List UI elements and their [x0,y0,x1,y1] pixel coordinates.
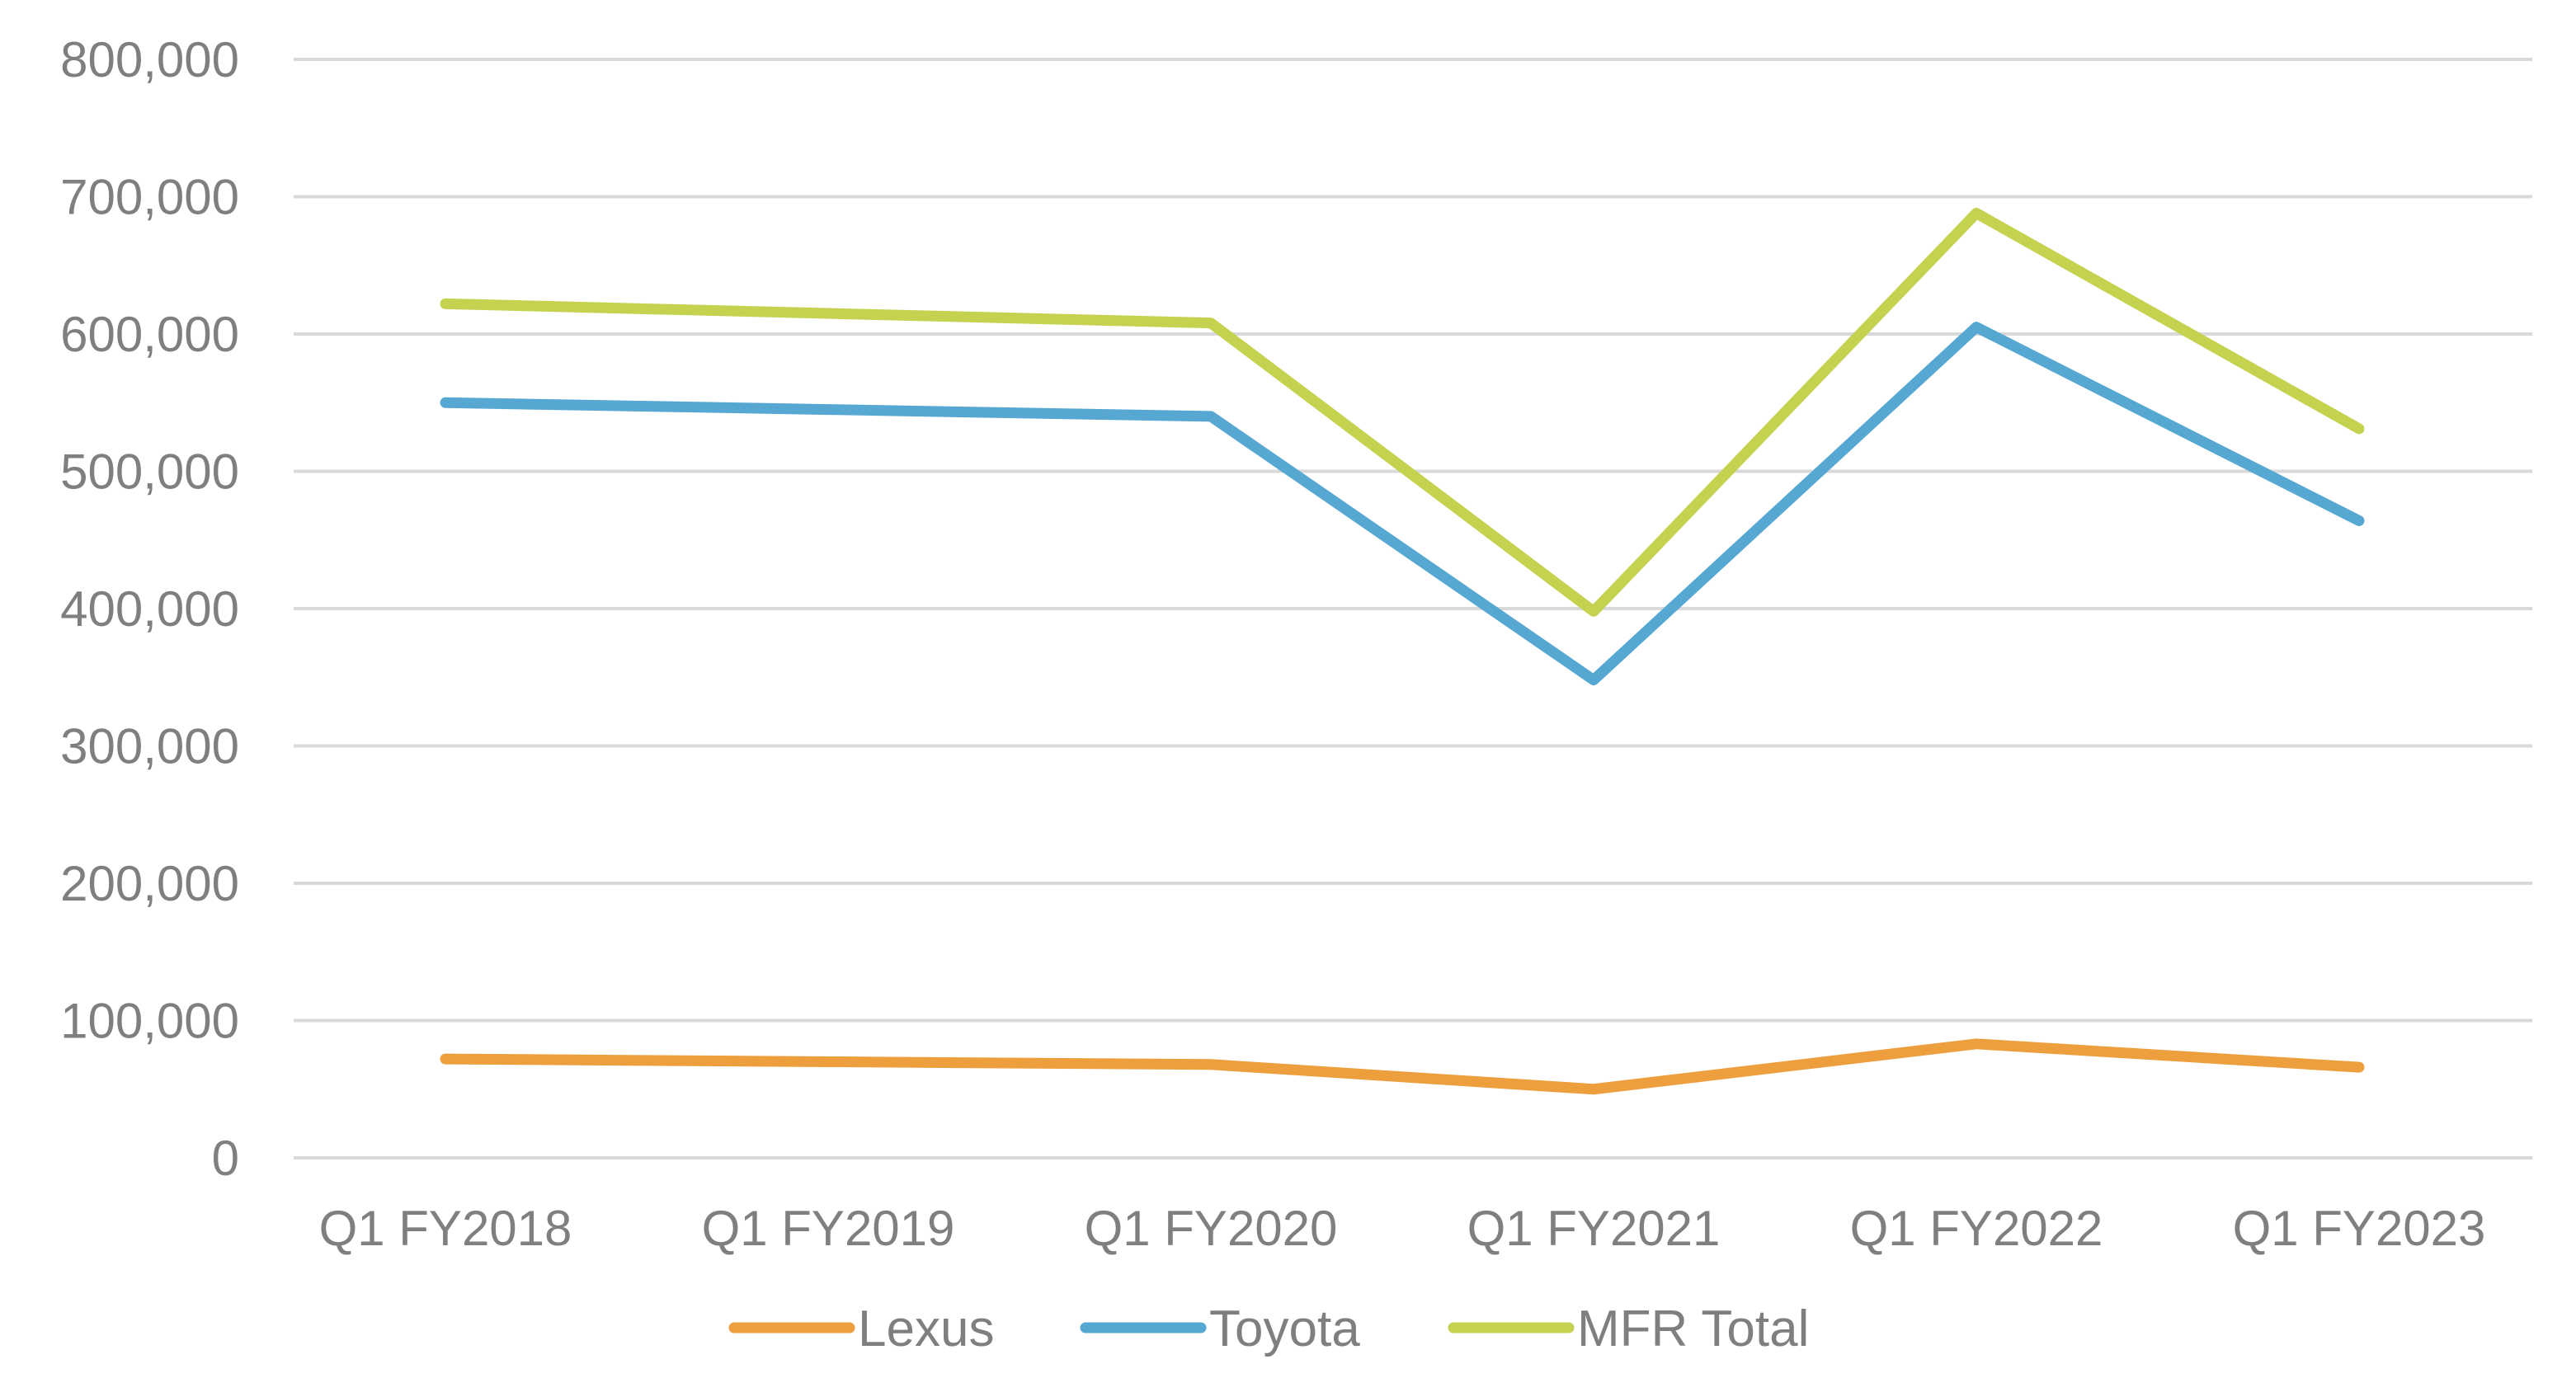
x-tick-label: Q1 FY2019 [702,1201,955,1256]
y-tick-label: 100,000 [60,994,239,1049]
y-tick-label: 700,000 [60,170,239,225]
x-axis-ticks: Q1 FY2018 Q1 FY2019 Q1 FY2020 Q1 FY2021 Q1 F… [319,1201,2486,1256]
y-tick-label: 500,000 [60,444,239,500]
gridlines [294,58,2532,1159]
legend: Lexus Toyota MFR Total [728,1301,1809,1357]
y-tick-label: 600,000 [60,307,239,362]
legend-label: Toyota [1209,1301,1360,1357]
y-tick-label: 300,000 [60,719,239,774]
y-tick-label: 0 [212,1131,239,1186]
series-line-mfr-total [440,207,2365,617]
x-tick-label: Q1 FY2023 [2233,1201,2486,1256]
legend-label: MFR Total [1577,1301,1809,1357]
y-tick-label: 200,000 [60,856,239,911]
x-tick-label: Q1 FY2018 [319,1201,572,1256]
x-tick-label: Q1 FY2021 [1467,1201,1721,1256]
series-lines [440,207,2365,1095]
x-tick-label: Q1 FY2020 [1085,1201,1338,1256]
y-axis-ticks: 0 100,000 200,000 300,000 400,000 500,000 600,… [60,32,239,1186]
y-tick-label: 400,000 [60,581,239,637]
y-tick-label: 800,000 [60,32,239,87]
x-tick-label: Q1 FY2022 [1850,1201,2103,1256]
legend-label: Lexus [858,1301,994,1357]
series-line-toyota [440,322,2365,686]
series-line-lexus [440,1038,2365,1095]
